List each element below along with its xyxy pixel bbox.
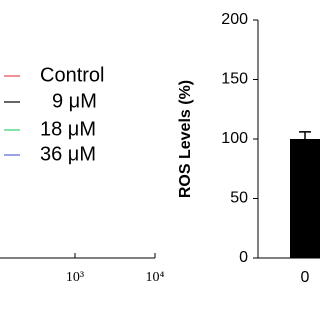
y-tick-label: 200 (221, 11, 248, 28)
x-tick-label: 0 (301, 269, 310, 286)
y-tick-label: 0 (239, 249, 248, 266)
legend-label: Control (40, 64, 104, 86)
x-tick-label: 10³ (66, 270, 84, 285)
legend-label: 36 μM (40, 143, 96, 165)
legend-label: 9 μM (52, 90, 97, 112)
y-tick-label: 50 (230, 190, 248, 207)
x-tick-label: 10⁴ (146, 270, 165, 285)
y-tick-label: 150 (221, 71, 248, 88)
bar (290, 139, 320, 258)
legend-label: 18 μM (40, 118, 96, 140)
y-axis-label: ROS Levels (%) (177, 80, 194, 198)
y-tick-label: 100 (221, 130, 248, 147)
